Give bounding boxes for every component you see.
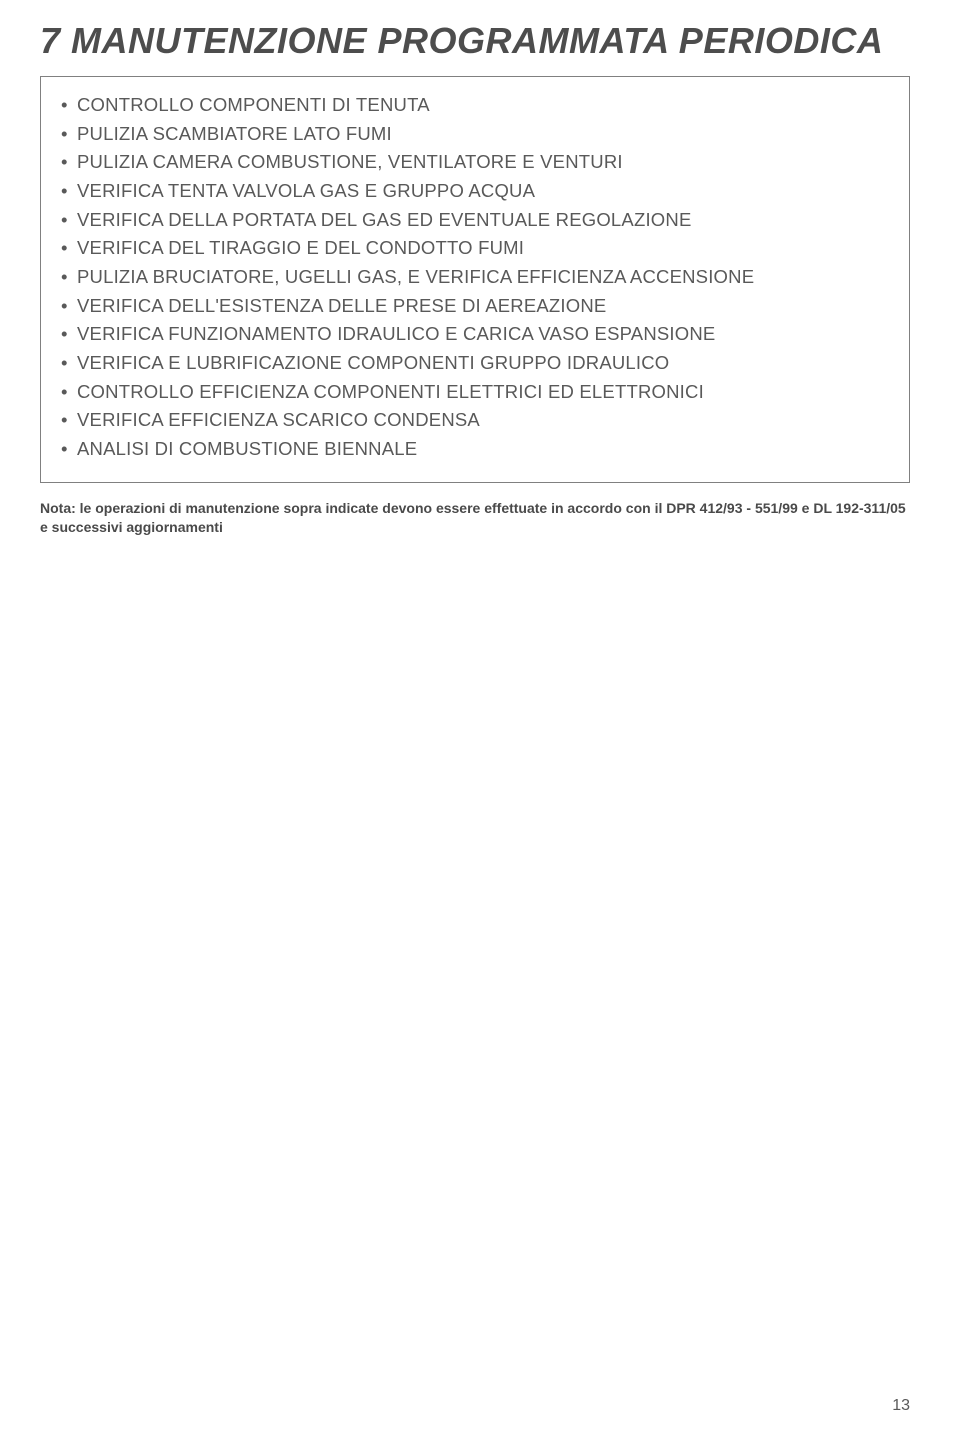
maintenance-list: CONTROLLO COMPONENTI DI TENUTA PULIZIA S… [59, 91, 891, 464]
list-item: VERIFICA E LUBRIFICAZIONE COMPONENTI GRU… [59, 349, 891, 378]
section-title: 7 MANUTENZIONE PROGRAMMATA PERIODICA [40, 20, 910, 62]
footnote-text: Nota: le operazioni di manutenzione sopr… [40, 500, 906, 535]
list-item: PULIZIA CAMERA COMBUSTIONE, VENTILATORE … [59, 148, 891, 177]
list-item: VERIFICA DELLA PORTATA DEL GAS ED EVENTU… [59, 206, 891, 235]
maintenance-box: CONTROLLO COMPONENTI DI TENUTA PULIZIA S… [40, 76, 910, 483]
list-item: VERIFICA TENTA VALVOLA GAS E GRUPPO ACQU… [59, 177, 891, 206]
list-item: PULIZIA SCAMBIATORE LATO FUMI [59, 120, 891, 149]
footnote: Nota: le operazioni di manutenzione sopr… [40, 499, 910, 537]
list-item: CONTROLLO COMPONENTI DI TENUTA [59, 91, 891, 120]
list-item: ANALISI DI COMBUSTIONE BIENNALE [59, 435, 891, 464]
list-item: CONTROLLO EFFICIENZA COMPONENTI ELETTRIC… [59, 378, 891, 407]
list-item: VERIFICA EFFICIENZA SCARICO CONDENSA [59, 406, 891, 435]
list-item: PULIZIA BRUCIATORE, UGELLI GAS, E VERIFI… [59, 263, 891, 292]
list-item: VERIFICA FUNZIONAMENTO IDRAULICO E CARIC… [59, 320, 891, 349]
page: 7 MANUTENZIONE PROGRAMMATA PERIODICA CON… [0, 0, 960, 1443]
list-item: VERIFICA DELL'ESISTENZA DELLE PRESE DI A… [59, 292, 891, 321]
page-number: 13 [892, 1397, 910, 1415]
list-item: VERIFICA DEL TIRAGGIO E DEL CONDOTTO FUM… [59, 234, 891, 263]
